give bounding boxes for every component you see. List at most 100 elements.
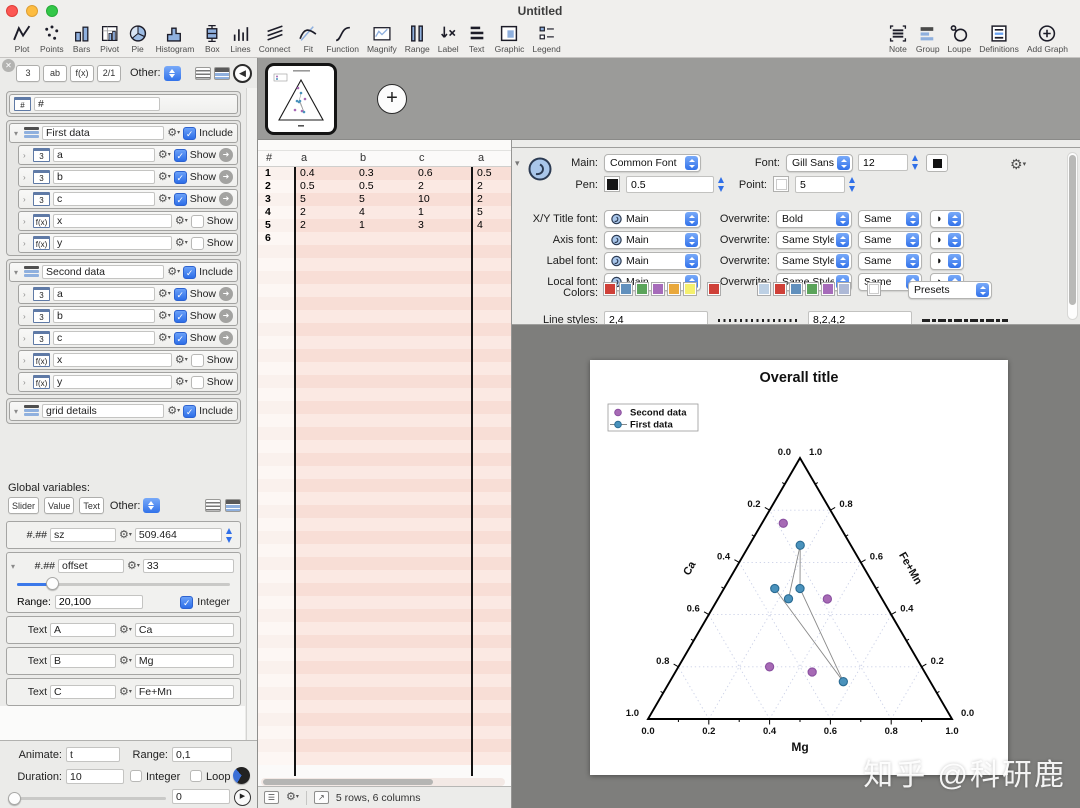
gear-icon[interactable]: ⚙▾: [167, 265, 181, 278]
column-name-field[interactable]: x: [53, 214, 172, 228]
compact-view-icon[interactable]: [214, 66, 230, 80]
gear-icon[interactable]: ⚙▾: [157, 287, 171, 300]
data-point-series-0[interactable]: [807, 667, 817, 677]
gear-icon[interactable]: ⚙▾: [157, 192, 171, 205]
animation-settings-icon[interactable]: [233, 767, 250, 784]
tool-box[interactable]: Box: [198, 22, 226, 54]
font-source-select[interactable]: Main: [604, 231, 701, 249]
table-expand-icon[interactable]: ↗: [313, 791, 329, 804]
row-number-cell[interactable]: 2: [258, 180, 295, 193]
data-point-series-1[interactable]: [838, 677, 848, 687]
column-name-field[interactable]: a: [53, 148, 155, 162]
sidebar-group-row[interactable]: ▾ grid details ⚙▾ ✓ Include: [9, 401, 238, 421]
checkbox[interactable]: ✓: [173, 287, 187, 301]
table-cell[interactable]: 5: [354, 193, 413, 206]
column-name-field[interactable]: c: [53, 192, 155, 206]
table-cell[interactable]: 5: [295, 193, 354, 206]
point-color-swatch[interactable]: [773, 176, 789, 192]
row-number-cell[interactable]: 6: [258, 232, 295, 245]
point-size-stepper[interactable]: [848, 176, 857, 193]
same-select[interactable]: Same: [858, 231, 922, 249]
point-size-field[interactable]: 5: [795, 176, 845, 193]
add-graph-thumbnail-button[interactable]: +: [377, 83, 407, 114]
column-name-field[interactable]: x: [53, 353, 172, 367]
palette-color-swatch[interactable]: [667, 282, 681, 296]
font-color-button[interactable]: [926, 154, 948, 172]
line-style-field-1[interactable]: 2,4: [604, 311, 708, 324]
variable-value-field[interactable]: Fe+Mn: [134, 685, 234, 699]
slider-thumb[interactable]: [45, 577, 59, 590]
variable-name-field[interactable]: C: [50, 685, 116, 699]
same-select[interactable]: Same: [858, 252, 922, 270]
column-name-field[interactable]: c: [53, 331, 155, 345]
chevron-down-icon[interactable]: ▾: [14, 406, 19, 416]
table-cell[interactable]: 2: [413, 180, 472, 193]
overwrite-select[interactable]: Same Style: [776, 231, 852, 249]
tool-text[interactable]: Text: [463, 22, 491, 54]
group-name-field[interactable]: First data: [42, 126, 165, 140]
gear-icon[interactable]: ⚙▾: [157, 309, 171, 322]
data-point-series-1[interactable]: [795, 583, 805, 594]
goto-column-icon[interactable]: ➜: [219, 170, 233, 184]
pen-width-field[interactable]: 0.5: [626, 176, 714, 193]
global-variable-row[interactable]: Text B ⚙▾ Mg: [9, 651, 238, 671]
row-number-cell[interactable]: 4: [258, 206, 295, 219]
sidebar-column-row[interactable]: › f(x) x ⚙▾ Show: [18, 350, 238, 370]
sidebar-hash-row[interactable]: # #: [9, 94, 238, 114]
add-variable-button-slider[interactable]: Slider: [8, 497, 40, 514]
tool-add-graph[interactable]: Add Graph: [1023, 22, 1072, 54]
table-cell[interactable]: 2: [472, 193, 511, 206]
table-gear-icon[interactable]: ⚙▾: [286, 791, 299, 803]
variable-value-field[interactable]: 509.464: [134, 528, 222, 542]
fill-side-select[interactable]: ◗: [930, 210, 964, 228]
table-hscrollbar-thumb[interactable]: [263, 779, 433, 785]
tool-function[interactable]: Function: [322, 22, 363, 54]
data-point-series-1[interactable]: [795, 540, 805, 550]
overwrite-select[interactable]: Bold: [776, 210, 852, 228]
sidebar-column-row[interactable]: › 3 c ⚙▾ ✓ Show ➜: [18, 189, 238, 209]
palette-color-swatch[interactable]: [619, 282, 633, 296]
group-name-field[interactable]: Second data: [42, 265, 165, 279]
chevron-down-icon[interactable]: ▾: [11, 561, 16, 571]
range-field[interactable]: 20,100: [54, 595, 143, 609]
checkbox[interactable]: ✓: [173, 170, 187, 184]
line-style-field-2[interactable]: 8,2,4,2: [808, 311, 912, 324]
chevron-right-icon[interactable]: ›: [23, 150, 26, 160]
table-cell[interactable]: 3: [413, 219, 472, 232]
checkbox[interactable]: ✓: [173, 192, 187, 206]
sidebar-column-row[interactable]: › 3 b ⚙▾ ✓ Show ➜: [18, 306, 238, 326]
global-variable-row[interactable]: Text A ⚙▾ Ca: [9, 620, 238, 640]
plot-page[interactable]: 0.0 0.0 0.0 0.2 0.2 0.2 0.4 0.4 0.4 0.6 0.6 0.6 0.8 0…: [590, 360, 1008, 775]
tool-pie[interactable]: Pie: [124, 22, 152, 54]
table-column-header[interactable]: b: [360, 152, 367, 164]
globals-other-dropdown[interactable]: [143, 498, 161, 513]
checkbox[interactable]: ✓: [183, 265, 197, 279]
chevron-right-icon[interactable]: ›: [23, 377, 26, 387]
checkbox[interactable]: [190, 375, 204, 389]
minimize-window-button[interactable]: [26, 5, 38, 17]
pen-color-swatch[interactable]: [604, 176, 620, 192]
data-point-series-0[interactable]: [778, 518, 788, 528]
chevron-right-icon[interactable]: ›: [23, 311, 26, 321]
font-source-select[interactable]: Main: [604, 252, 701, 270]
checkbox[interactable]: ✓: [173, 309, 187, 323]
tool-plot[interactable]: Plot: [8, 22, 36, 54]
font-size-stepper[interactable]: [911, 154, 920, 171]
palette-color-swatch[interactable]: [683, 282, 697, 296]
animate-range-field[interactable]: 0,1: [172, 747, 232, 762]
loop-checkbox[interactable]: [190, 770, 202, 782]
tool-loupe[interactable]: Loupe: [944, 22, 976, 54]
chevron-right-icon[interactable]: ›: [23, 238, 26, 248]
tool-graphic[interactable]: Graphic: [491, 22, 529, 54]
sidebar-column-row[interactable]: › f(x) y ⚙▾ Show: [18, 233, 238, 253]
chevron-right-icon[interactable]: ›: [23, 289, 26, 299]
table-column-header[interactable]: c: [419, 152, 425, 164]
table-list-icon[interactable]: ☰: [264, 791, 279, 804]
tool-points[interactable]: Points: [36, 22, 68, 54]
animate-time-field[interactable]: 0: [172, 789, 230, 804]
chevron-right-icon[interactable]: ›: [23, 333, 26, 343]
background-color-swatch[interactable]: [707, 282, 721, 296]
checkbox[interactable]: [190, 214, 204, 228]
goto-column-icon[interactable]: ➜: [219, 309, 233, 323]
tool-fit[interactable]: Fit: [294, 22, 322, 54]
